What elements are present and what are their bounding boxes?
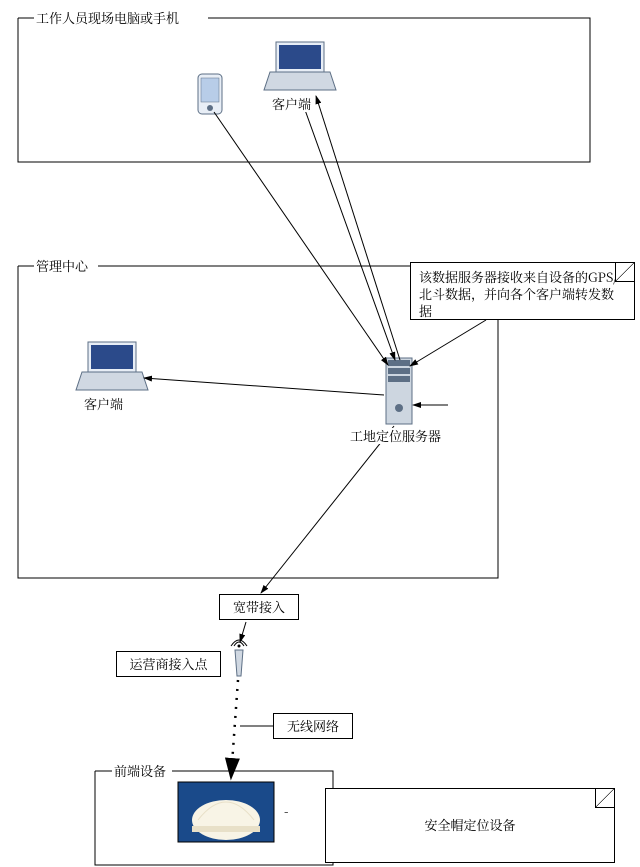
group-field-title: 工作人员现场电脑或手机: [36, 10, 179, 26]
server-note: 该数据服务器接收来自设备的GPS/北斗数据，并向各个客户端转发数据: [410, 262, 635, 320]
operator-ap-label: 运营商接入点: [116, 651, 221, 677]
server-label: 工地定位服务器: [350, 428, 441, 444]
wireless-label: 无线网络: [273, 713, 353, 739]
group-front-title: 前端设备: [114, 763, 166, 779]
edge-broadband-ap: [240, 622, 246, 642]
laptop-field-icon: [264, 42, 336, 90]
helmet-dash: -: [284, 801, 289, 820]
broadband-label: 宽带接入: [219, 594, 299, 620]
edge-server-laptop_field: [316, 96, 400, 360]
edge-note-server: [410, 320, 486, 366]
edge-server-laptop_center: [144, 378, 384, 395]
helmet-image: [178, 782, 274, 842]
laptop-center-icon: [76, 342, 148, 390]
laptop-center-label: 客户端: [84, 396, 123, 412]
server-note-text: 该数据服务器接收来自设备的GPS/北斗数据，并向各个客户端转发数据: [419, 267, 618, 320]
edge-server-broadband: [261, 426, 394, 593]
helmet-note-text: 安全帽定位设备: [424, 817, 515, 834]
edge-laptop_field-server: [300, 96, 395, 360]
server-icon: [386, 358, 412, 424]
access-point-icon: [231, 640, 247, 676]
group-center-title: 管理中心: [36, 258, 88, 274]
edge-ap-front: [231, 680, 238, 778]
laptop-field-label: 客户端: [272, 96, 311, 112]
helmet-note: 安全帽定位设备: [325, 788, 615, 863]
pda-icon: [198, 74, 222, 114]
edge-pda-server: [214, 112, 388, 365]
